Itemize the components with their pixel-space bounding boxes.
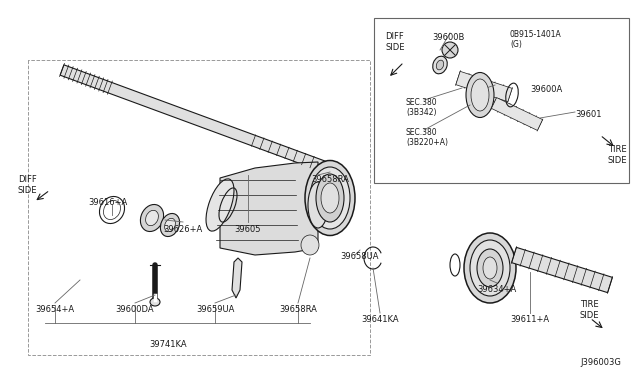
Ellipse shape	[140, 205, 164, 231]
Ellipse shape	[321, 183, 339, 213]
Text: J396003G: J396003G	[580, 358, 621, 367]
Text: SEC.380
(3B342): SEC.380 (3B342)	[406, 98, 438, 118]
Ellipse shape	[308, 182, 328, 228]
Polygon shape	[232, 258, 242, 298]
Text: DIFF
SIDE: DIFF SIDE	[18, 175, 38, 195]
Text: 39658UA: 39658UA	[340, 252, 380, 261]
Ellipse shape	[471, 79, 489, 111]
Text: SEC.380
(3B220+A): SEC.380 (3B220+A)	[406, 128, 448, 147]
Ellipse shape	[436, 60, 444, 70]
Text: 39600DA: 39600DA	[116, 305, 154, 314]
Text: 39600B: 39600B	[432, 33, 464, 42]
Ellipse shape	[477, 249, 503, 287]
Ellipse shape	[206, 179, 234, 231]
Ellipse shape	[433, 56, 447, 74]
Polygon shape	[60, 65, 330, 173]
Text: 39611+A: 39611+A	[511, 315, 550, 324]
Text: 39605: 39605	[235, 225, 261, 234]
Bar	[374, 18, 629, 183]
Text: TIRE
SIDE: TIRE SIDE	[608, 145, 627, 165]
Ellipse shape	[301, 235, 319, 255]
Ellipse shape	[483, 257, 497, 279]
Text: 39654+A: 39654+A	[35, 305, 75, 314]
Ellipse shape	[145, 210, 159, 226]
Polygon shape	[511, 247, 612, 293]
Text: 39741KA: 39741KA	[149, 340, 187, 349]
Circle shape	[442, 42, 458, 58]
Text: 0B915-1401A
(G): 0B915-1401A (G)	[510, 30, 562, 49]
Ellipse shape	[161, 214, 180, 237]
Text: 39658RA: 39658RA	[279, 305, 317, 314]
Ellipse shape	[466, 73, 494, 118]
Ellipse shape	[470, 240, 510, 296]
Ellipse shape	[150, 298, 160, 306]
Text: TIRE
SIDE: TIRE SIDE	[580, 300, 600, 320]
Text: 39659UA: 39659UA	[196, 305, 234, 314]
Polygon shape	[492, 97, 543, 131]
Ellipse shape	[316, 174, 344, 222]
Polygon shape	[456, 71, 512, 102]
Text: 39626+A: 39626+A	[163, 225, 203, 234]
Text: 39600A: 39600A	[530, 85, 563, 94]
Text: DIFF
SIDE: DIFF SIDE	[385, 32, 404, 52]
Ellipse shape	[164, 218, 175, 232]
Text: 39601: 39601	[575, 110, 602, 119]
Text: 39641KA: 39641KA	[361, 315, 399, 324]
Text: 39634+A: 39634+A	[477, 285, 516, 294]
Text: 39616+A: 39616+A	[88, 198, 127, 207]
Ellipse shape	[310, 167, 350, 229]
Polygon shape	[220, 162, 318, 255]
Ellipse shape	[305, 160, 355, 235]
Text: 39658RA: 39658RA	[311, 175, 349, 184]
Ellipse shape	[464, 233, 516, 303]
